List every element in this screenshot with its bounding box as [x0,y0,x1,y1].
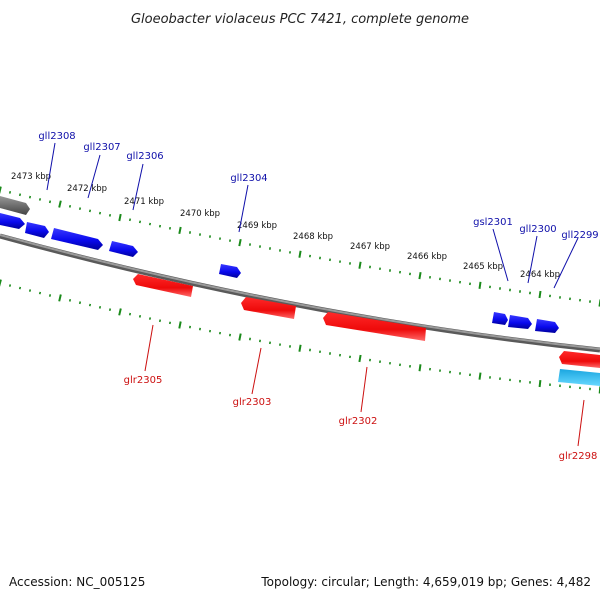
major-tick [478,281,482,289]
scale-label: 2465 kbp [463,262,503,272]
forward-genes [0,196,559,333]
genome-backbone-highlight [0,234,600,350]
gene-arrow-gll2307[interactable] [51,228,103,250]
minor-tick [18,286,22,290]
scale-label: 2470 kbp [180,209,220,219]
minor-tick [38,291,42,295]
major-tick [358,354,362,363]
minor-tick [78,301,82,305]
gene-arrow-gray[interactable] [0,196,30,215]
gene-label-glr2302[interactable]: glr2302 [339,416,378,427]
gene-label-gll2304[interactable]: gll2304 [230,173,267,184]
major-tick [538,379,542,388]
minor-tick [8,284,12,287]
minor-tick [108,213,112,217]
minor-tick [18,193,22,197]
minor-tick [98,211,102,215]
gene-arrow-gll2308[interactable] [25,222,49,238]
gene-arrow-glr2302[interactable] [323,312,426,341]
major-tick [298,344,302,352]
minor-tick [78,207,82,211]
major-tick [0,279,2,287]
scale-label: 2472 kbp [67,184,107,194]
major-tick [418,364,422,372]
gene-arrow-forward[interactable] [0,213,25,229]
reverse-label-leaders [144,324,585,447]
gene-label-glr2298[interactable]: glr2298 [559,451,598,462]
gene-arrow-glr2305[interactable] [133,274,193,297]
major-tick [178,321,182,329]
gene-arrow-gll2299[interactable] [535,319,559,333]
scale-label: 2471 kbp [124,197,164,207]
minor-tick [68,298,72,302]
major-tick [178,226,182,235]
minor-tick [108,308,112,312]
minor-tick [148,222,152,226]
minor-tick [148,317,152,320]
minor-tick [48,200,52,204]
forward-label-leaders [46,142,579,289]
major-tick [358,261,362,269]
minor-tick [88,303,92,307]
minor-tick [128,218,132,222]
reverse-genes [133,274,600,386]
gene-arrow-glr2298[interactable] [559,351,600,368]
scale-label: 2469 kbp [237,221,277,231]
major-tick [538,290,542,299]
major-tick [238,333,242,341]
outer-tick-ring [0,186,600,307]
map-title: Gloeobacter violaceus PCC 7421, complete… [131,12,469,27]
gene-arrow-glr2303[interactable] [241,297,296,319]
major-tick [418,272,422,280]
minor-tick [8,191,12,194]
minor-tick [138,220,142,224]
minor-tick [68,204,72,208]
genome-summary-text: Topology: circular; Length: 4,659,019 bp… [260,575,591,589]
major-tick [118,213,122,222]
gene-label-gll2307[interactable]: gll2307 [83,142,120,153]
major-tick [478,372,482,380]
accession-text: Accession: NC_005125 [9,575,145,589]
gene-label-glr2303[interactable]: glr2303 [233,397,272,408]
minor-tick [28,289,32,292]
major-tick [238,239,242,247]
minor-tick [158,319,162,323]
scale-label: 2468 kbp [293,232,333,242]
gene-arrow-gsl2301[interactable] [492,312,508,325]
inner-tick-ring [0,279,600,394]
minor-tick [88,209,92,213]
gene-arrow-rna[interactable] [558,369,600,386]
gene-label-gsl2301[interactable]: gsl2301 [473,217,513,228]
gene-label-gll2308[interactable]: gll2308 [38,131,75,142]
scale-label: 2467 kbp [350,242,390,252]
gene-label-gll2299[interactable]: gll2299 [561,230,598,241]
major-tick [118,308,122,316]
major-tick [58,200,62,208]
gene-label-gll2300[interactable]: gll2300 [519,224,556,235]
scale-label: 2464 kbp [520,270,560,280]
minor-tick [128,312,132,316]
gene-label-glr2305[interactable]: glr2305 [124,375,163,386]
gene-label-gll2306[interactable]: gll2306 [126,151,163,162]
gene-arrow-gll2304[interactable] [219,264,241,278]
minor-tick [28,195,32,199]
scale-label: 2473 kbp [11,172,51,182]
gene-arrow-gll2306[interactable] [109,241,138,257]
minor-tick [138,314,142,318]
major-tick [58,294,62,302]
major-tick [0,186,2,194]
major-tick [298,250,302,258]
minor-tick [48,294,52,297]
minor-tick [38,198,42,201]
minor-tick [98,305,102,309]
gene-arrow-gll2300[interactable] [508,315,532,329]
scale-label: 2466 kbp [407,252,447,262]
